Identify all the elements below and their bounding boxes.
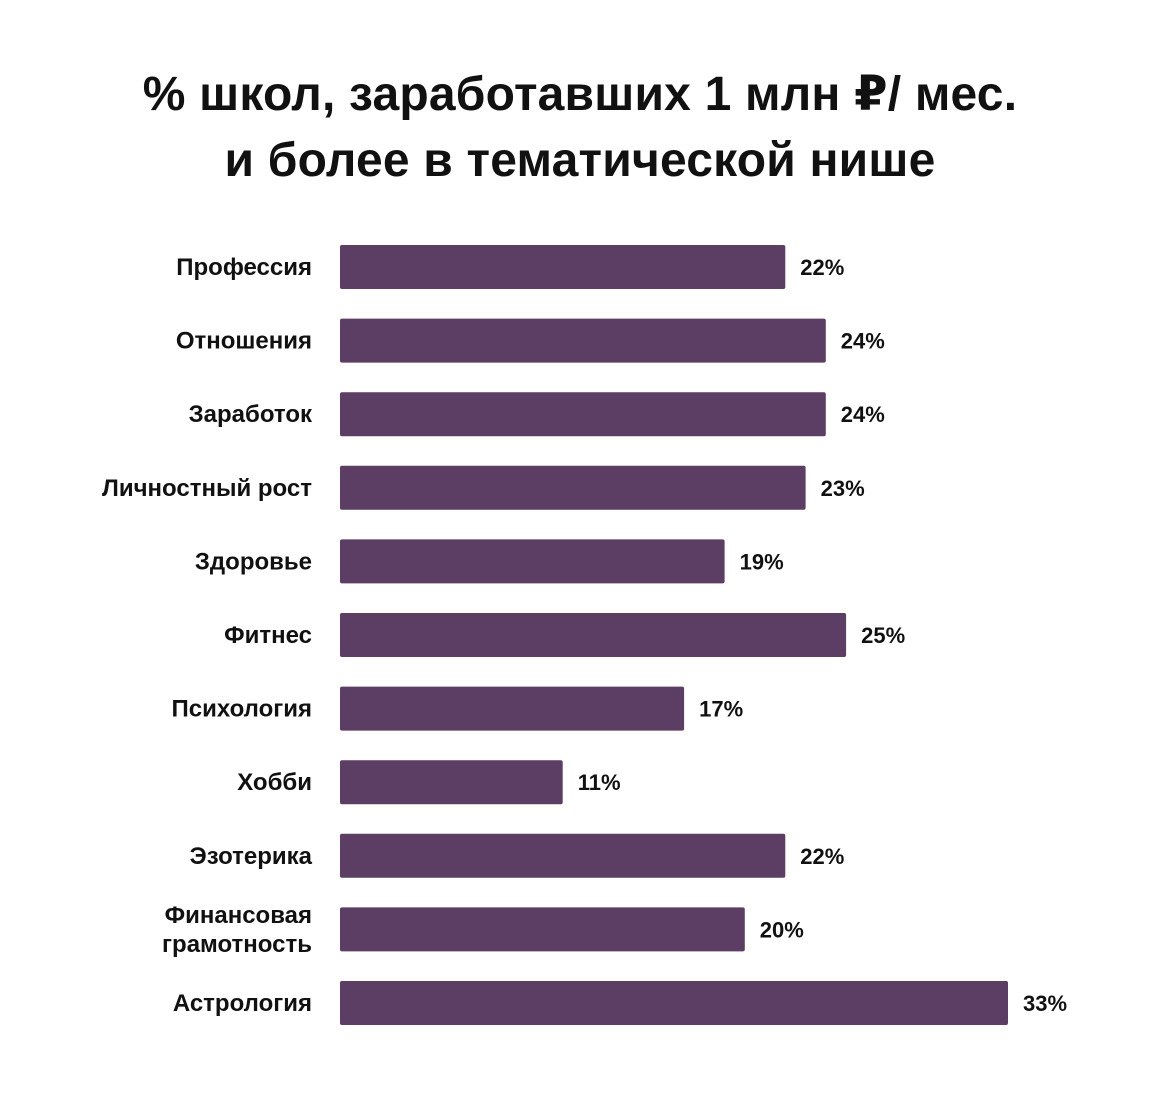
bar-9 — [340, 833, 786, 878]
category-label: Астрология — [173, 990, 312, 1017]
category-label: Отношения — [176, 328, 312, 355]
value-label: 23% — [821, 476, 865, 501]
category-label-line: Здоровье — [195, 548, 312, 575]
category-label: Личностный рост — [102, 475, 312, 502]
bar-7 — [340, 686, 685, 731]
value-label: 20% — [760, 917, 804, 942]
category-label-line: Заработок — [189, 401, 313, 428]
category-label: Здоровье — [195, 548, 312, 575]
category-label-line: Фитнес — [224, 622, 312, 649]
category-label: Заработок — [189, 401, 313, 428]
bar-5 — [340, 539, 725, 584]
bar-6 — [340, 613, 847, 657]
bar-1 — [340, 245, 786, 289]
category-label: Эзотерика — [190, 843, 313, 870]
category-label: Профессия — [176, 254, 312, 281]
value-label: 19% — [740, 549, 784, 574]
value-label: 24% — [841, 402, 885, 427]
value-label: 25% — [861, 623, 905, 648]
value-label: 11% — [578, 770, 621, 795]
value-label: 24% — [841, 329, 885, 354]
bar-8 — [340, 760, 563, 805]
category-label-line: Психология — [171, 696, 312, 723]
category-label-line: Профессия — [176, 254, 312, 281]
value-label: 22% — [800, 255, 844, 280]
value-label: 22% — [800, 844, 844, 869]
category-label-line: Эзотерика — [190, 843, 313, 870]
bar-2 — [340, 318, 826, 363]
category-label-line: Хобби — [237, 769, 312, 796]
category-label-line: Финансовая — [165, 902, 312, 929]
category-label-line: Отношения — [176, 328, 312, 355]
chart-title-line-1: % школ, заработавших 1 млн ₽/ мес. — [142, 68, 1018, 121]
bar-11 — [340, 981, 1008, 1025]
category-label: Фитнес — [224, 622, 312, 649]
chart-title-line-2: и более в тематической нише — [224, 134, 936, 187]
category-label-line: грамотность — [162, 931, 312, 958]
bar-4 — [340, 465, 806, 510]
value-label: 17% — [699, 697, 743, 722]
bar-10 — [340, 907, 745, 952]
category-label-line: Астрология — [173, 990, 312, 1017]
category-label-line: Личностный рост — [102, 475, 312, 502]
chart-title: % школ, заработавших 1 млн ₽/ мес. и бол… — [0, 62, 1160, 194]
value-label: 33% — [1023, 991, 1067, 1016]
category-label: Финансовая грамотность — [162, 902, 312, 958]
bar-3 — [340, 392, 826, 437]
category-label: Хобби — [237, 769, 312, 796]
category-label: Психология — [171, 696, 312, 723]
